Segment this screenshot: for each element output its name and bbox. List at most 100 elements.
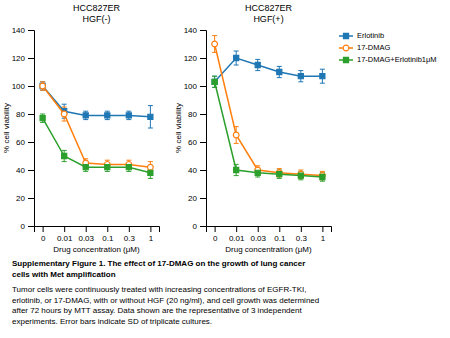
y-tick: 100 [12, 82, 34, 91]
error-bar [212, 76, 217, 87]
series-line [43, 86, 151, 167]
y-tick-label: 140 [184, 26, 198, 35]
error-bar-cap [62, 104, 67, 105]
y-tick: 0 [193, 222, 206, 231]
error-bar-cap [62, 161, 67, 162]
x-tick-label: 0.3 [124, 234, 136, 243]
x-tick-mark [301, 226, 302, 232]
data-point [212, 41, 218, 47]
error-bar [255, 169, 260, 177]
y-tick-label: 80 [188, 110, 197, 119]
y-tick-mark [28, 170, 34, 171]
error-bars [212, 36, 325, 180]
data-point [105, 165, 110, 170]
series-line [215, 82, 323, 177]
x-tick-label: 1 [149, 234, 154, 243]
error-bar-cap [83, 171, 88, 172]
data-point [40, 116, 45, 121]
error-bar-cap [277, 77, 282, 78]
y-tick-label: 20 [16, 194, 25, 203]
x-axis: 00.010.030.10.31 [35, 226, 160, 243]
error-bar-cap [40, 81, 45, 82]
error-bar [255, 59, 260, 70]
data-point [233, 132, 239, 138]
caption-line: Tumor cells were continuously treated wi… [12, 285, 307, 294]
error-bar-cap [212, 35, 217, 36]
series-line [215, 58, 323, 82]
error-bar [105, 163, 110, 171]
error-bar-cap [62, 107, 67, 108]
series-line [43, 118, 151, 173]
x-tick: 1 [321, 226, 326, 243]
data-point [148, 114, 153, 119]
error-bar-cap [255, 177, 260, 178]
legend-label: Erlotinib [357, 31, 384, 40]
y-tick-mark [28, 142, 34, 143]
y-tick: 40 [188, 166, 206, 175]
legend: Erlotinib17-DMAG17-DMAG+Erlotinib1μM [339, 31, 437, 64]
y-tick: 60 [188, 138, 206, 147]
error-bar-cap [148, 178, 153, 179]
y-axis-line [28, 31, 35, 227]
error-bar [234, 51, 239, 65]
x-tick: 0.03 [78, 226, 94, 243]
y-tick: 20 [16, 194, 34, 203]
error-bar-cap [83, 119, 88, 120]
error-bar [105, 111, 110, 119]
x-tick-mark [86, 226, 87, 232]
error-bar-cap [234, 175, 239, 176]
x-tick-mark [322, 226, 323, 232]
caption-title: Supplementary Figure 1. The effect of 17… [12, 259, 305, 279]
x-tick: 0 [213, 226, 218, 243]
data-point [62, 153, 67, 158]
error-bar [40, 82, 45, 90]
error-bar [320, 173, 325, 181]
x-axis-title: Drug concentration (μM) [225, 245, 312, 254]
y-tick-label: 60 [188, 138, 197, 147]
error-bar [212, 76, 217, 87]
data-point [40, 83, 46, 89]
x-tick-label: 0.03 [250, 234, 266, 243]
y-tick-mark [200, 58, 206, 59]
y-tick-label: 0 [21, 222, 26, 231]
error-bar-cap [40, 114, 45, 115]
error-bar [277, 169, 282, 177]
x-axis-line [207, 227, 332, 233]
y-tick: 60 [16, 138, 34, 147]
error-bar-cap [277, 66, 282, 67]
y-tick-label: 140 [12, 26, 26, 35]
x-tick-label: 1 [321, 234, 326, 243]
y-tick: 40 [16, 166, 34, 175]
y-tick-mark [200, 86, 206, 87]
data-point [212, 79, 217, 84]
x-tick-mark [129, 226, 130, 232]
error-bar [320, 69, 325, 83]
error-bar-cap [83, 111, 88, 112]
y-tick-mark [28, 86, 34, 87]
error-bar-cap [234, 65, 239, 66]
y-tick-label: 100 [184, 82, 198, 91]
x-tick-mark [150, 226, 151, 232]
x-axis: 00.010.030.10.31 [207, 226, 332, 243]
error-bar-cap [126, 171, 131, 172]
data-point [148, 170, 153, 175]
x-tick: 0 [41, 226, 46, 243]
y-tick: 120 [184, 54, 206, 63]
y-tick-label: 120 [12, 54, 26, 63]
legend-symbol [343, 45, 349, 51]
caption-line: experiments. Error bars indicate SD of t… [12, 317, 212, 326]
data-point [126, 113, 131, 118]
error-bar-cap [234, 51, 239, 52]
y-tick-label: 120 [184, 54, 198, 63]
error-bar-cap [126, 111, 131, 112]
caption: Supplementary Figure 1. The effect of 17… [12, 259, 319, 326]
y-tick-label: 40 [188, 166, 197, 175]
error-bar [277, 66, 282, 77]
error-bar-cap [320, 171, 325, 172]
error-bar-cap [277, 168, 282, 169]
error-bar [83, 163, 88, 171]
x-tick: 0.01 [57, 226, 73, 243]
x-tick-label: 0.03 [78, 234, 94, 243]
y-tick-label: 60 [16, 138, 25, 147]
error-bar [298, 171, 303, 179]
